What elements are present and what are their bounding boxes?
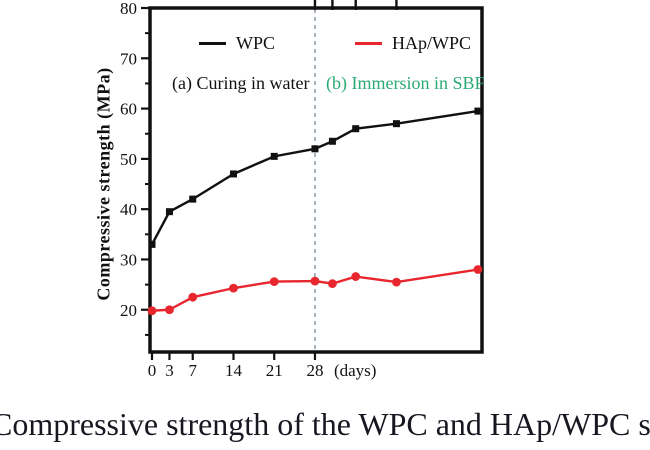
y-axis-title: Compressive strength (MPa) [93, 67, 114, 301]
data-point-square [352, 125, 360, 133]
data-point-circle [188, 292, 198, 302]
x-tick-label: 28 [306, 361, 323, 380]
data-point-circle [165, 305, 174, 315]
annotation-immersion-in-sbf: (b) Immersion in SBF [326, 73, 485, 93]
data-point-square [229, 170, 237, 178]
data-point-square [311, 145, 319, 153]
data-point-square [474, 107, 482, 115]
series-line-hap-wpc [151, 268, 479, 312]
data-point-square [392, 120, 400, 128]
data-point-square [165, 208, 173, 216]
hapwpc-line-swatch-icon [355, 42, 382, 45]
series-line-wpc [150, 109, 479, 245]
x-tick-label: 7 [188, 361, 197, 380]
x-tick-label: 0 [148, 361, 157, 380]
data-point-square [148, 240, 156, 248]
legend-item-hapwpc: HAp/WPC [355, 33, 471, 54]
data-point-circle [269, 277, 279, 286]
data-point-circle [351, 272, 361, 281]
x-tick-label: 14 [225, 361, 243, 380]
data-point-circle [392, 277, 401, 287]
figure-caption: Compressive strength of the WPC and HAp/… [0, 406, 650, 442]
wpc-line-swatch-icon [199, 42, 226, 45]
legend-label-wpc: WPC [236, 33, 276, 53]
plot-frame [148, 6, 484, 354]
data-point-circle [473, 265, 483, 274]
data-point-square [328, 137, 336, 145]
data-point-circle [328, 279, 337, 289]
y-tick-label: 80 [120, 0, 137, 18]
y-tick-label: 70 [120, 49, 137, 68]
data-point-circle [147, 306, 157, 316]
y-tick-label: 20 [120, 301, 137, 320]
data-point-circle [310, 276, 320, 286]
data-point-square [189, 195, 197, 203]
x-tick-label: 21 [266, 361, 283, 380]
x-unit-label: (days) [334, 361, 376, 380]
legend-item-wpc: WPC [199, 33, 275, 54]
legend-label-hapwpc: HAp/WPC [392, 33, 472, 53]
y-tick-label: 50 [120, 150, 137, 169]
y-tick-label: 40 [120, 200, 137, 219]
y-tick-label: 30 [120, 250, 137, 269]
x-tick-label: 3 [165, 361, 174, 380]
data-point-circle [229, 283, 238, 293]
y-tick-label: 60 [120, 100, 137, 119]
data-point-square [270, 152, 278, 160]
annotation-curing-in-water: (a) Curing in water [172, 73, 310, 93]
